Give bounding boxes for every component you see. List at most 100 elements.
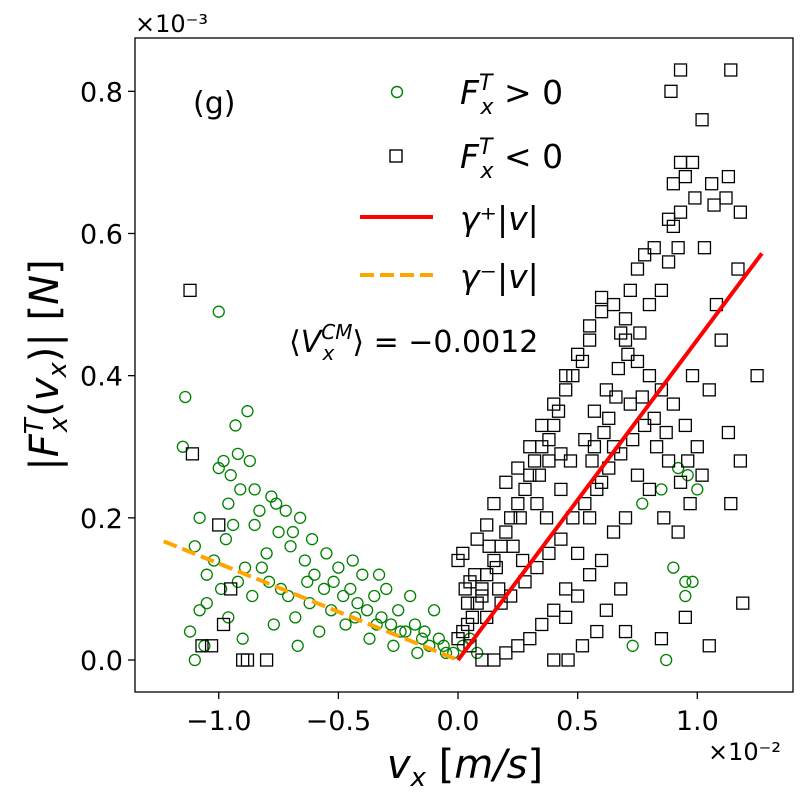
fit-line-gamma-minus [162,539,459,662]
x-tick-label: 0.0 [437,706,480,737]
point-positive [679,575,692,588]
point-negative [185,447,200,461]
point-negative [212,518,226,532]
point-negative [654,632,669,646]
point-negative [504,511,518,525]
legend-label-gamma-plus: γ⁺|v| [460,199,539,238]
point-negative [671,525,685,539]
point-negative [513,511,527,525]
point-positive [243,454,257,468]
point-negative [647,411,661,425]
point-negative [661,255,676,269]
point-negative [654,383,669,397]
point-negative [578,432,592,447]
point-positive [270,497,283,510]
point-positive [305,533,319,546]
point-positive [327,575,340,588]
point-negative [614,326,628,340]
point-positive [279,504,292,517]
point-negative [561,653,575,667]
point-positive [222,497,235,510]
point-negative [559,610,573,625]
point-negative [657,511,671,525]
legend-marker-positive [390,85,404,99]
y-axis-title: |FTx(vx)| [N] [20,259,74,470]
point-negative [606,525,621,539]
y-tick-label: 0.0 [80,646,123,677]
ticks-layer: −1.0 −0.5 0.0 0.5 1.0 0.0 0.2 0.4 0.6 0.8 [80,77,719,737]
point-negative [566,369,580,383]
point-negative [575,354,590,369]
point-negative [750,369,764,383]
point-positive [291,639,304,652]
point-positive [380,582,393,596]
point-negative [489,560,503,575]
point-negative [563,454,578,468]
point-negative [594,475,609,489]
legend-label-negative: FT x < 0 [460,135,563,184]
legend: FT x > 0 FT x < 0 γ⁺|v| γ⁻|v| [360,71,563,296]
point-positive [301,575,314,588]
point-negative [518,575,532,589]
point-negative [547,653,561,667]
point-positive [284,540,297,553]
point-negative [721,169,736,184]
point-negative [582,568,597,582]
point-negative [535,418,549,433]
point-positive [229,419,242,432]
x-tick-label: 1.0 [676,706,719,737]
point-negative [685,155,700,170]
point-negative [499,646,513,660]
point-negative [554,447,568,461]
point-negative [506,539,520,553]
point-negative [458,582,472,596]
point-positive [281,589,295,603]
point-positive [308,568,321,581]
point-negative [511,461,525,475]
point-positive [332,561,345,574]
point-negative [451,632,465,646]
point-negative [649,440,664,454]
point-positive [179,390,192,404]
point-positive [226,518,240,532]
point-negative [470,532,484,546]
point-negative [585,454,599,468]
point-negative [714,333,728,347]
point-positive [188,653,201,667]
point-negative [523,440,537,454]
mean-velocity-annotation: ⟨VCM x ⟩ = −0.0012 [289,320,538,365]
point-negative [659,425,673,440]
point-positive [241,405,254,418]
point-negative [654,283,669,298]
point-negative [594,305,609,319]
y-tick-label: 0.2 [80,504,123,535]
point-negative [204,639,219,653]
point-negative [602,411,616,425]
point-positive [317,582,331,596]
point-negative [635,390,649,404]
point-positive [320,547,333,560]
point-positive [298,554,312,567]
point-negative [566,511,580,525]
point-negative [733,454,748,468]
point-positive [272,525,285,539]
x-axis-title: vx [m/s] [387,742,543,793]
point-positive [686,575,699,588]
point-negative [527,454,542,468]
point-positive [200,568,213,581]
point-negative [494,596,508,610]
point-positive [260,547,273,560]
point-negative [559,582,573,596]
point-negative [523,468,537,482]
point-negative [721,425,736,440]
point-negative [547,397,561,411]
lines-layer [162,252,764,662]
point-negative [559,383,573,397]
point-negative [599,603,614,617]
point-negative [683,496,697,511]
point-positive [293,511,307,524]
point-positive [253,504,266,517]
point-negative [623,397,637,411]
point-negative [630,354,645,369]
